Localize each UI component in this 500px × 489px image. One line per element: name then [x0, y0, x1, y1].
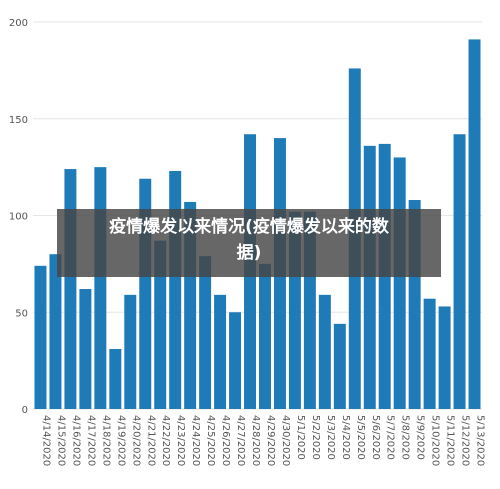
- bar: [453, 134, 466, 410]
- x-tick-label: 4/17/2020: [85, 415, 96, 466]
- x-tick-label: 5/10/2020: [430, 415, 441, 466]
- x-tick-label: 4/16/2020: [70, 415, 81, 466]
- bar: [438, 306, 451, 409]
- x-tick-label: 5/6/2020: [370, 415, 381, 460]
- bar: [363, 145, 376, 409]
- x-tick-label: 5/5/2020: [355, 415, 366, 460]
- x-tick-label: 5/9/2020: [415, 415, 426, 460]
- x-tick-label: 4/19/2020: [115, 415, 126, 466]
- bar: [393, 157, 406, 409]
- bar: [423, 298, 436, 409]
- x-tick-label: 5/4/2020: [340, 415, 351, 460]
- x-tick-label: 4/23/2020: [175, 415, 186, 466]
- x-tick-label: 5/1/2020: [295, 415, 306, 460]
- x-tick-label: 5/11/2020: [445, 415, 456, 466]
- bar: [199, 256, 212, 409]
- watermark-caption: 疫情爆发以来情况(疫情爆发以来的数 据): [57, 209, 441, 277]
- x-tick-label: 5/7/2020: [385, 415, 396, 460]
- bar: [184, 201, 197, 409]
- bar: [79, 289, 92, 409]
- bar: [214, 294, 227, 409]
- bar: [229, 312, 242, 409]
- caption-line-1: 疫情爆发以来情况(疫情爆发以来的数: [109, 217, 389, 237]
- y-tick-label: 150: [9, 115, 28, 126]
- bar: [49, 254, 62, 409]
- x-tick-label: 4/25/2020: [205, 415, 216, 466]
- bar: [408, 200, 421, 409]
- bar: [154, 240, 167, 409]
- x-tick-label: 4/24/2020: [190, 415, 201, 466]
- bar: [64, 169, 77, 409]
- bar: [318, 294, 331, 409]
- x-tick-label: 4/30/2020: [280, 415, 291, 466]
- x-tick-label: 5/12/2020: [460, 415, 471, 466]
- bar: [468, 39, 481, 409]
- x-tick-label: 4/22/2020: [160, 415, 171, 466]
- x-tick-label: 5/3/2020: [325, 415, 336, 460]
- x-tick-label: 4/28/2020: [250, 415, 261, 466]
- bar: [34, 265, 47, 409]
- x-tick-label: 4/29/2020: [265, 415, 276, 466]
- x-tick-label: 5/2/2020: [310, 415, 321, 460]
- bar: [139, 178, 152, 409]
- bar: [333, 323, 346, 409]
- bar: [94, 167, 107, 409]
- bar: [288, 211, 301, 409]
- bar: [258, 263, 271, 409]
- caption-line-2: 据): [236, 243, 262, 263]
- y-tick-label: 0: [22, 405, 28, 416]
- x-tick-label: 4/18/2020: [100, 415, 111, 466]
- y-tick-label: 200: [9, 18, 28, 29]
- x-tick-label: 4/27/2020: [235, 415, 246, 466]
- x-tick-label: 4/20/2020: [130, 415, 141, 466]
- x-tick-label: 4/15/2020: [55, 415, 66, 466]
- x-tick-label: 5/13/2020: [475, 415, 486, 466]
- bar: [124, 294, 137, 409]
- x-tick-label: 4/21/2020: [145, 415, 156, 466]
- x-tick-label: 4/26/2020: [220, 415, 231, 466]
- y-tick-label: 100: [9, 212, 28, 223]
- bar: [169, 170, 182, 409]
- bar: [303, 211, 316, 409]
- bar: [109, 349, 122, 409]
- x-tick-label: 4/14/2020: [40, 415, 51, 466]
- x-tick-label: 5/8/2020: [400, 415, 411, 460]
- y-tick-label: 50: [15, 308, 28, 319]
